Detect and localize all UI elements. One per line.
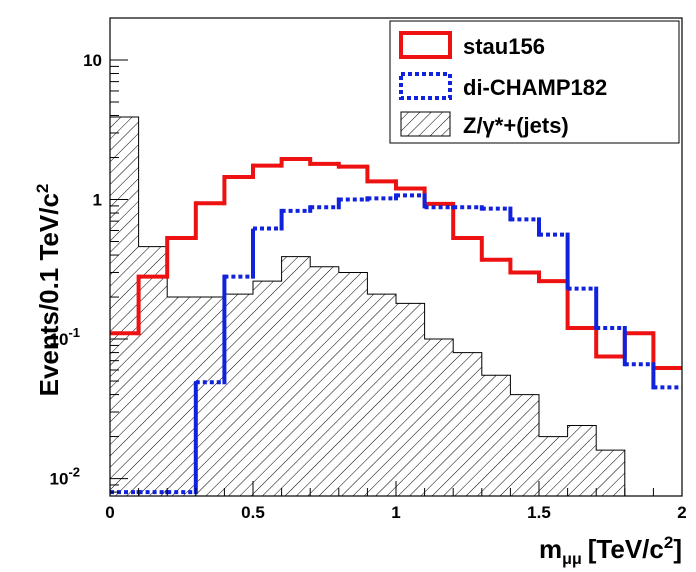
legend-label-di-champ182: di-CHAMP182 — [463, 75, 607, 100]
y-axis-title: Events/0.1 TeV/c2 — [33, 184, 64, 397]
legend-label-z-gamma-jets: Z/γ*+(jets) — [463, 113, 569, 138]
y-tick-label: 10-1 — [50, 325, 80, 349]
x-tick-label: 0.5 — [241, 503, 265, 522]
series-layer — [110, 116, 682, 497]
legend-swatch-z-gamma-jets — [400, 111, 451, 137]
axis-ticks: 0 0.5 1 1.5 2 10 1 10-1 10-2 — [50, 17, 687, 522]
y-tick-label: 10 — [83, 51, 102, 70]
legend-swatch-di-champ182 — [399, 72, 452, 100]
y-tick-label: 10-2 — [50, 465, 80, 489]
x-axis-title: mμμ [TeV/c2] — [539, 533, 682, 568]
x-tick-label: 2 — [677, 503, 686, 522]
legend-label-stau156: stau156 — [463, 34, 545, 59]
y-tick-label: 1 — [93, 191, 102, 210]
x-tick-label: 1.5 — [527, 503, 551, 522]
legend-swatch-stau156 — [399, 31, 452, 59]
x-tick-label: 0 — [105, 503, 114, 522]
legend: stau156 di-CHAMP182 Z/γ*+(jets) — [389, 20, 680, 144]
x-tick-label: 1 — [391, 503, 400, 522]
series-di-champ182 — [110, 193, 682, 495]
